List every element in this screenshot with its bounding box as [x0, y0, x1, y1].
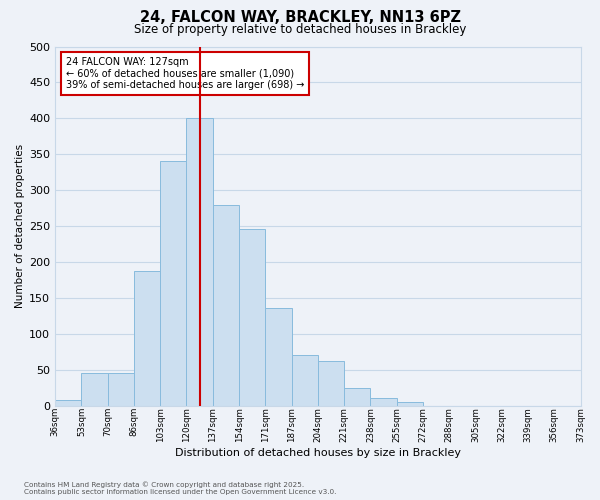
Text: 24 FALCON WAY: 127sqm
← 60% of detached houses are smaller (1,090)
39% of semi-d: 24 FALCON WAY: 127sqm ← 60% of detached …: [65, 58, 304, 90]
Bar: [107, 372, 134, 406]
Text: Size of property relative to detached houses in Brackley: Size of property relative to detached ho…: [134, 22, 466, 36]
Bar: [265, 308, 292, 406]
Bar: [55, 400, 82, 406]
Bar: [134, 272, 160, 406]
Bar: [318, 361, 344, 406]
Text: 24, FALCON WAY, BRACKLEY, NN13 6PZ: 24, FALCON WAY, BRACKLEY, NN13 6PZ: [139, 10, 461, 25]
Bar: [292, 356, 318, 406]
Bar: [370, 398, 397, 406]
Y-axis label: Number of detached properties: Number of detached properties: [15, 144, 25, 308]
Bar: [397, 402, 423, 406]
Bar: [239, 229, 265, 406]
Bar: [82, 372, 107, 406]
Bar: [160, 162, 187, 406]
X-axis label: Distribution of detached houses by size in Brackley: Distribution of detached houses by size …: [175, 448, 461, 458]
Bar: [213, 204, 239, 406]
Text: Contains HM Land Registry data © Crown copyright and database right 2025.: Contains HM Land Registry data © Crown c…: [24, 481, 304, 488]
Text: Contains public sector information licensed under the Open Government Licence v3: Contains public sector information licen…: [24, 489, 337, 495]
Bar: [187, 118, 213, 406]
Bar: [344, 388, 370, 406]
